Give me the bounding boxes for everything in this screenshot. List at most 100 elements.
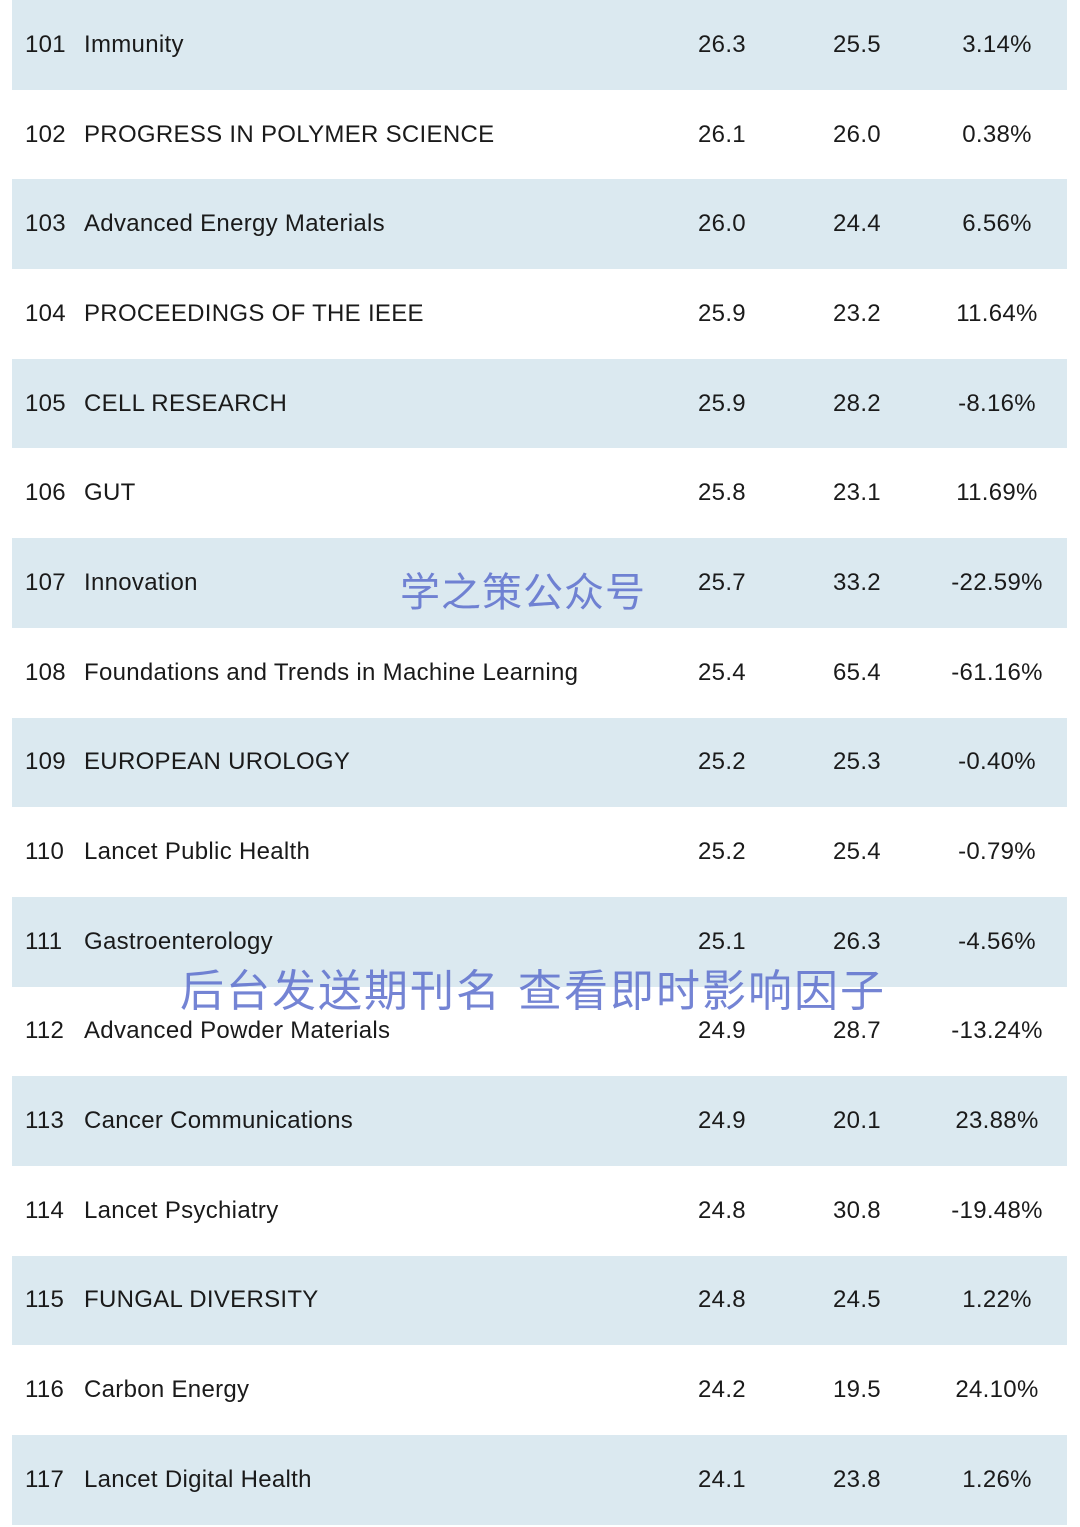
journal-name-cell: Cancer Communications (84, 1107, 354, 1135)
journal-name-cell: Lancet Digital Health (84, 1465, 312, 1493)
value-cell-1: 25.7 (698, 568, 746, 596)
rank-cell: 105 (25, 389, 66, 417)
percent-change-cell: -4.56% (958, 927, 1036, 955)
rank-cell: 103 (25, 210, 66, 238)
journal-name-cell: Advanced Powder Materials (84, 1017, 391, 1045)
rank-cell: 101 (25, 30, 66, 58)
journal-name-cell: GUT (84, 479, 136, 507)
rank-cell: 111 (25, 927, 63, 955)
percent-change-cell: -8.16% (958, 389, 1036, 417)
table-row: 107 Innovation 25.7 33.2 -22.59% (12, 538, 1067, 628)
value-cell-1: 26.0 (698, 210, 746, 238)
percent-change-cell: 11.69% (956, 479, 1038, 507)
journal-name-cell: Lancet Psychiatry (84, 1196, 279, 1224)
table-row: 112 Advanced Powder Materials 24.9 28.7 … (12, 986, 1067, 1077)
percent-change-cell: 0.38% (962, 120, 1032, 148)
value-cell-2: 26.0 (833, 120, 881, 148)
table-row: 115 FUNGAL DIVERSITY 24.8 24.5 1.22% (12, 1255, 1067, 1346)
value-cell-2: 19.5 (833, 1376, 881, 1404)
table-row: 108 Foundations and Trends in Machine Le… (12, 627, 1067, 718)
value-cell-2: 65.4 (833, 658, 881, 686)
percent-change-cell: 23.88% (955, 1107, 1039, 1135)
percent-change-cell: 3.14% (962, 30, 1032, 58)
value-cell-2: 23.2 (833, 299, 881, 327)
value-cell-1: 24.2 (698, 1376, 746, 1404)
rank-cell: 108 (25, 658, 66, 686)
value-cell-1: 24.9 (698, 1107, 746, 1135)
rank-cell: 112 (25, 1017, 65, 1045)
value-cell-2: 26.3 (833, 927, 881, 955)
value-cell-2: 23.8 (833, 1465, 881, 1493)
rank-cell: 106 (25, 479, 66, 507)
value-cell-2: 24.5 (833, 1286, 881, 1314)
percent-change-cell: -0.79% (958, 838, 1036, 866)
percent-change-cell: -13.24% (951, 1017, 1043, 1045)
value-cell-1: 25.2 (698, 748, 746, 776)
value-cell-2: 28.7 (833, 1017, 881, 1045)
table-row: 111 Gastroenterology 25.1 26.3 -4.56% (12, 896, 1067, 987)
value-cell-1: 24.8 (698, 1286, 746, 1314)
value-cell-1: 24.8 (698, 1196, 746, 1224)
table-row: 101 Immunity 26.3 25.5 3.14% (12, 0, 1067, 90)
table-row: 114 Lancet Psychiatry 24.8 30.8 -19.48% (12, 1165, 1067, 1256)
rank-cell: 107 (25, 568, 66, 596)
value-cell-1: 25.2 (698, 838, 746, 866)
percent-change-cell: 1.22% (962, 1286, 1032, 1314)
value-cell-1: 24.9 (698, 1017, 746, 1045)
rank-cell: 109 (25, 748, 66, 776)
table-row: 109 EUROPEAN UROLOGY 25.2 25.3 -0.40% (12, 717, 1067, 808)
percent-change-cell: -22.59% (951, 568, 1043, 596)
value-cell-2: 25.5 (833, 30, 881, 58)
percent-change-cell: 24.10% (955, 1376, 1039, 1404)
rank-cell: 110 (25, 838, 65, 866)
journal-name-cell: Immunity (84, 30, 184, 58)
value-cell-1: 26.3 (698, 30, 746, 58)
value-cell-2: 28.2 (833, 389, 881, 417)
percent-change-cell: -61.16% (951, 658, 1043, 686)
rank-cell: 114 (25, 1196, 65, 1224)
value-cell-1: 25.9 (698, 389, 746, 417)
table-row: 105 CELL RESEARCH 25.9 28.2 -8.16% (12, 358, 1067, 449)
table-row: 113 Cancer Communications 24.9 20.1 23.8… (12, 1076, 1067, 1166)
journal-name-cell: FUNGAL DIVERSITY (84, 1286, 319, 1314)
journal-name-cell: EUROPEAN UROLOGY (84, 748, 351, 776)
journal-name-cell: Gastroenterology (84, 927, 273, 955)
value-cell-1: 25.8 (698, 479, 746, 507)
value-cell-2: 30.8 (833, 1196, 881, 1224)
table-row: 103 Advanced Energy Materials 26.0 24.4 … (12, 179, 1067, 270)
value-cell-1: 26.1 (698, 120, 746, 148)
journal-name-cell: Advanced Energy Materials (84, 210, 385, 238)
journal-name-cell: Carbon Energy (84, 1376, 250, 1404)
value-cell-2: 24.4 (833, 210, 881, 238)
value-cell-2: 25.4 (833, 838, 881, 866)
journal-name-cell: Innovation (84, 568, 198, 596)
table-row: 106 GUT 25.8 23.1 11.69% (12, 448, 1067, 539)
journal-name-cell: CELL RESEARCH (84, 389, 288, 417)
value-cell-1: 25.1 (698, 927, 746, 955)
table-row: 110 Lancet Public Health 25.2 25.4 -0.79… (12, 807, 1067, 897)
rank-cell: 113 (25, 1107, 65, 1135)
table-row: 102 PROGRESS IN POLYMER SCIENCE 26.1 26.… (12, 89, 1067, 180)
value-cell-1: 24.1 (698, 1465, 746, 1493)
percent-change-cell: 1.26% (962, 1465, 1032, 1493)
journal-name-cell: PROGRESS IN POLYMER SCIENCE (84, 120, 495, 148)
journal-name-cell: PROCEEDINGS OF THE IEEE (84, 299, 424, 327)
percent-change-cell: -19.48% (951, 1196, 1043, 1224)
value-cell-2: 33.2 (833, 568, 881, 596)
value-cell-2: 20.1 (833, 1107, 881, 1135)
table-row: 104 PROCEEDINGS OF THE IEEE 25.9 23.2 11… (12, 269, 1067, 359)
journal-name-cell: Lancet Public Health (84, 838, 311, 866)
journal-name-cell: Foundations and Trends in Machine Learni… (84, 658, 579, 686)
rank-cell: 102 (25, 120, 66, 148)
value-cell-2: 25.3 (833, 748, 881, 776)
journal-table: 101 Immunity 26.3 25.5 3.14% 102 PROGRES… (12, 0, 1067, 1525)
percent-change-cell: -0.40% (958, 748, 1036, 776)
rank-cell: 115 (25, 1286, 65, 1314)
percent-change-cell: 11.64% (956, 299, 1038, 327)
rank-cell: 117 (25, 1465, 65, 1493)
percent-change-cell: 6.56% (962, 210, 1032, 238)
rank-cell: 116 (25, 1376, 65, 1404)
value-cell-1: 25.9 (698, 299, 746, 327)
value-cell-1: 25.4 (698, 658, 746, 686)
